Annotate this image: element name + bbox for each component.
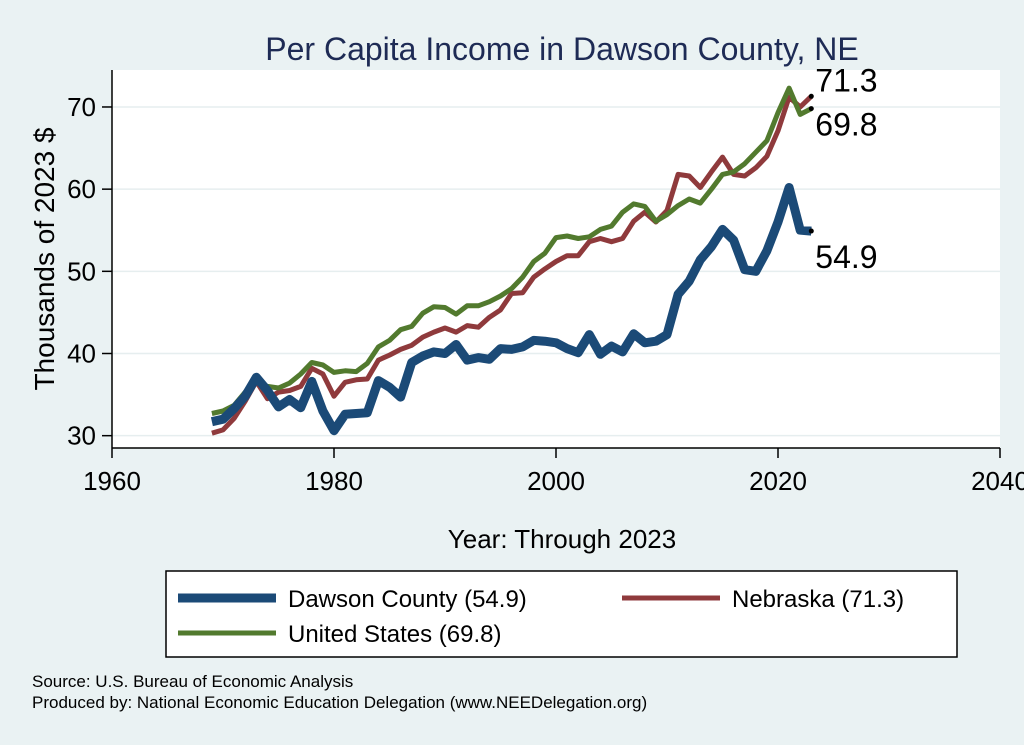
x-tick-label: 2020 <box>749 466 807 496</box>
end-marker <box>808 228 814 234</box>
x-tick-label: 1960 <box>83 466 141 496</box>
end-labels: 54.9 71.3 69.8 <box>808 62 878 275</box>
y-tick-label: 30 <box>67 421 96 451</box>
y-tick-label: 70 <box>67 92 96 122</box>
end-marker <box>808 93 814 99</box>
y-tick-label: 60 <box>67 174 96 204</box>
end-marker <box>808 106 814 112</box>
legend-label-nebraska: Nebraska (71.3) <box>732 586 904 613</box>
series-line-united-states <box>211 85 813 416</box>
chart-title: Per Capita Income in Dawson County, NE <box>265 31 858 67</box>
source-note: Source: U.S. Bureau of Economic Analysis <box>32 672 353 691</box>
axes: 30 40 50 60 70 1960 1980 2000 2020 2040 <box>67 70 1024 496</box>
y-tick-label: 50 <box>67 256 96 286</box>
legend-box <box>165 570 958 658</box>
y-axis-title: Thousands of 2023 $ <box>29 127 60 391</box>
y-tick-label: 40 <box>67 339 96 369</box>
series-line-nebraska <box>211 94 814 436</box>
legend: Dawson County (54.9) Nebraska (71.3) Uni… <box>165 570 958 658</box>
end-label-nebraska: 71.3 <box>815 62 877 98</box>
end-label-dawson-county: 54.9 <box>815 239 877 275</box>
producer-note: Produced by: National Economic Education… <box>32 693 647 712</box>
legend-label-us: United States (69.8) <box>288 621 501 648</box>
series-lines <box>210 85 814 436</box>
gridlines <box>112 106 1000 437</box>
series-line-dawson-county <box>210 183 812 436</box>
x-axis-title: Year: Through 2023 <box>448 524 676 554</box>
x-tick-label: 1980 <box>305 466 363 496</box>
legend-label-dawson: Dawson County (54.9) <box>288 586 527 613</box>
end-label-united-states: 69.8 <box>815 107 877 143</box>
x-tick-label: 2000 <box>527 466 585 496</box>
x-tick-label: 2040 <box>971 466 1024 496</box>
